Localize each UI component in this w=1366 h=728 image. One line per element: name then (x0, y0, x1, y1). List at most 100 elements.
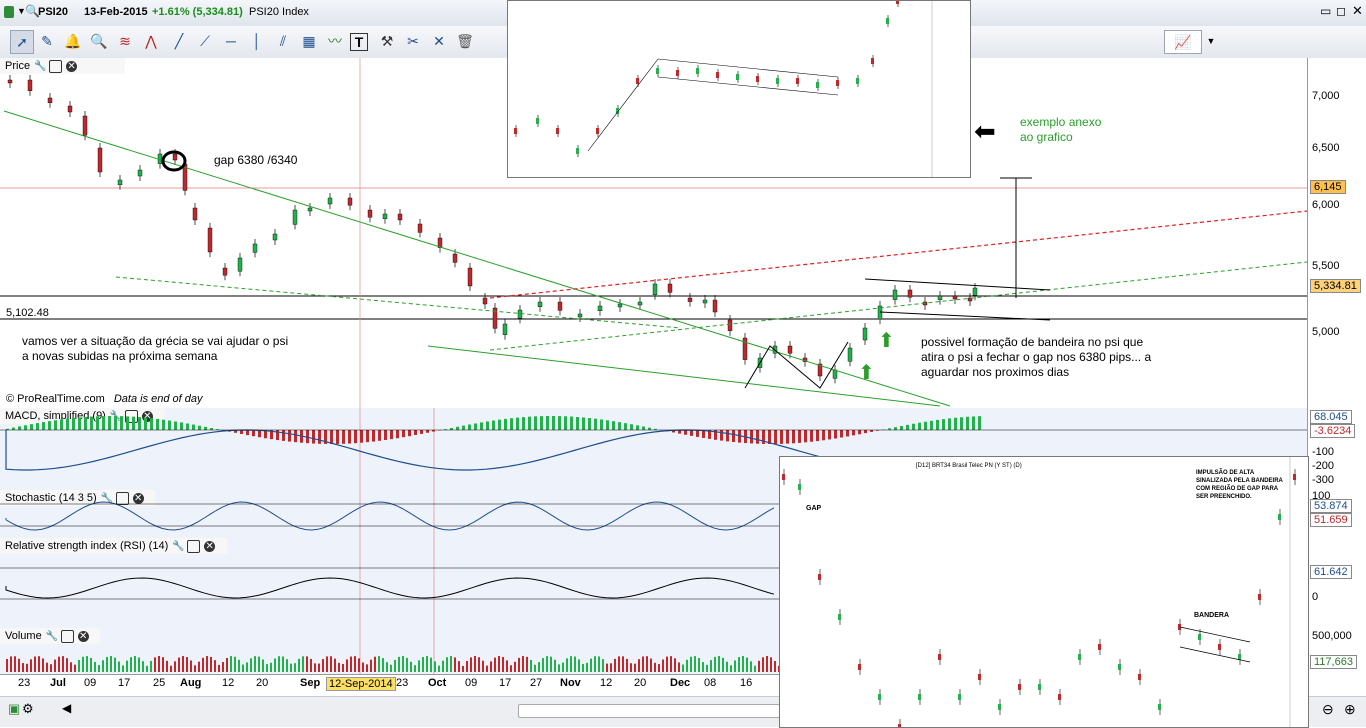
inset-bot-candle (1058, 694, 1061, 700)
zoom-out-icon[interactable]: ⊖ (1322, 701, 1334, 718)
macd-tick: -300 (1312, 474, 1334, 486)
volume-bar (14, 656, 16, 672)
macd-bar (132, 417, 135, 430)
volume-bar (6, 659, 8, 672)
chart-area[interactable]: Price 🔧 ✕ 7,000 6,500 6,000 5,500 5,000 … (0, 58, 1366, 726)
scissors-icon[interactable]: ✂ (402, 30, 424, 52)
close-icon[interactable]: ✕ (1352, 3, 1366, 17)
scroll-left-icon[interactable]: ◀ (62, 701, 71, 715)
macd-bar (912, 424, 915, 430)
zoom-icon[interactable]: 🔍 (88, 30, 110, 52)
candle-body (688, 298, 692, 302)
volume-bar (538, 662, 540, 672)
volume-bar (486, 666, 488, 672)
macd-bar (192, 425, 195, 430)
macd-bar (360, 430, 363, 443)
macd-bar (336, 430, 339, 444)
volume-bar (298, 659, 300, 672)
volume-bar (118, 662, 120, 672)
trend-icon[interactable]: ⋀ (140, 30, 162, 52)
hline-price-badge: 6,145 (1310, 180, 1346, 194)
inset-bot-candle (1218, 644, 1221, 650)
macd-bar (54, 420, 57, 430)
pencil-icon[interactable]: ✎ (36, 30, 58, 52)
stoch-k-badge: 53.874 (1310, 499, 1352, 513)
chart-settings-icon[interactable]: ▣ (8, 701, 20, 717)
grid-icon[interactable]: ▦ (298, 30, 320, 52)
macd-bar (288, 430, 291, 442)
vline-icon[interactable]: │ (246, 30, 268, 52)
x-tick-label: Nov (560, 677, 581, 689)
x-tick-label: 09 (465, 677, 477, 689)
zoom-in-icon[interactable]: ⊕ (1344, 701, 1356, 718)
x-tick-label: 16 (740, 677, 752, 689)
price-scale[interactable]: 7,000 6,500 6,000 5,500 5,000 (1307, 58, 1366, 408)
macd-bar (732, 430, 735, 442)
macd-bar (156, 419, 159, 430)
minimize-icon[interactable]: ▭ (1320, 4, 1334, 18)
macd-bar (534, 416, 537, 430)
chevron-down-icon[interactable]: ▼ (1200, 30, 1222, 52)
inset-bot-candle (1278, 514, 1281, 520)
volume-bar (722, 658, 724, 672)
line-icon[interactable]: ╱ (168, 30, 190, 52)
rsi-scale[interactable]: 0 (1307, 538, 1366, 628)
text-icon[interactable]: T (350, 33, 368, 51)
volume-bar (42, 658, 44, 672)
inset-candle (736, 74, 739, 80)
volume-bar (90, 658, 92, 672)
cross-icon[interactable]: ✕ (428, 30, 450, 52)
properties-icon[interactable]: ⚙ (22, 701, 34, 717)
maximize-icon[interactable]: ◻ (1336, 4, 1350, 18)
macd-bar (918, 423, 921, 430)
wave-icon[interactable]: 〰 (324, 30, 346, 52)
bell-icon[interactable]: 🔔 (62, 30, 84, 52)
trash-icon[interactable]: 🗑 (454, 30, 476, 52)
window-menu-icon[interactable] (4, 6, 14, 18)
gap-annotation: gap 6380 /6340 (214, 152, 297, 168)
x-tick-label: 08 (704, 677, 716, 689)
candle-body (328, 198, 332, 204)
volume-bar (250, 658, 252, 672)
selection-arrow-icon[interactable]: ➚ (10, 30, 34, 54)
scroll-thumb[interactable] (518, 704, 780, 718)
volume-bar (522, 656, 524, 672)
volume-bar (534, 665, 536, 672)
macd-bar (942, 419, 945, 430)
macd-bar (480, 422, 483, 430)
volume-bar (206, 656, 208, 672)
volume-bar (674, 658, 676, 672)
volume-bar (594, 656, 596, 672)
indicator-chart-icon[interactable]: 📈 (1164, 30, 1202, 54)
volume-bar (322, 659, 324, 672)
candle-body (713, 300, 717, 312)
volume-bar (10, 656, 12, 672)
candle-body (618, 304, 622, 307)
fibonacci-icon[interactable]: ≋ (114, 30, 136, 52)
macd-bar (204, 427, 207, 430)
candle-body (208, 228, 212, 252)
volume-bar (410, 662, 412, 672)
volume-bar (50, 664, 52, 672)
volume-bar (686, 660, 688, 672)
inset-bot-candle (1293, 474, 1296, 480)
candle-body (193, 208, 197, 220)
x-tick-label: 20 (634, 677, 646, 689)
volume-bar (94, 662, 96, 672)
symbol-label[interactable]: PSI20 (38, 6, 68, 18)
inset-header: [D12] BRT34 Brasil Telec PN (Y ST) (D) (916, 463, 1022, 469)
candle-body (953, 296, 957, 299)
volume-bar (146, 666, 148, 672)
volume-bar (242, 665, 244, 672)
volume-bar (286, 659, 288, 672)
tools-icon[interactable]: ⚒ (376, 30, 398, 52)
macd-bar (792, 430, 795, 443)
channel-icon[interactable]: ⫽ (272, 30, 294, 52)
ray-icon[interactable]: ⟋ (194, 30, 216, 52)
volume-bar (606, 664, 608, 672)
volume-bar (258, 657, 260, 672)
inset-bot-candle (858, 664, 861, 670)
hline-icon[interactable]: ─ (220, 30, 242, 52)
macd-bar (552, 416, 555, 430)
copyright-label: © ProRealTime.com Data is end of day (6, 393, 203, 405)
